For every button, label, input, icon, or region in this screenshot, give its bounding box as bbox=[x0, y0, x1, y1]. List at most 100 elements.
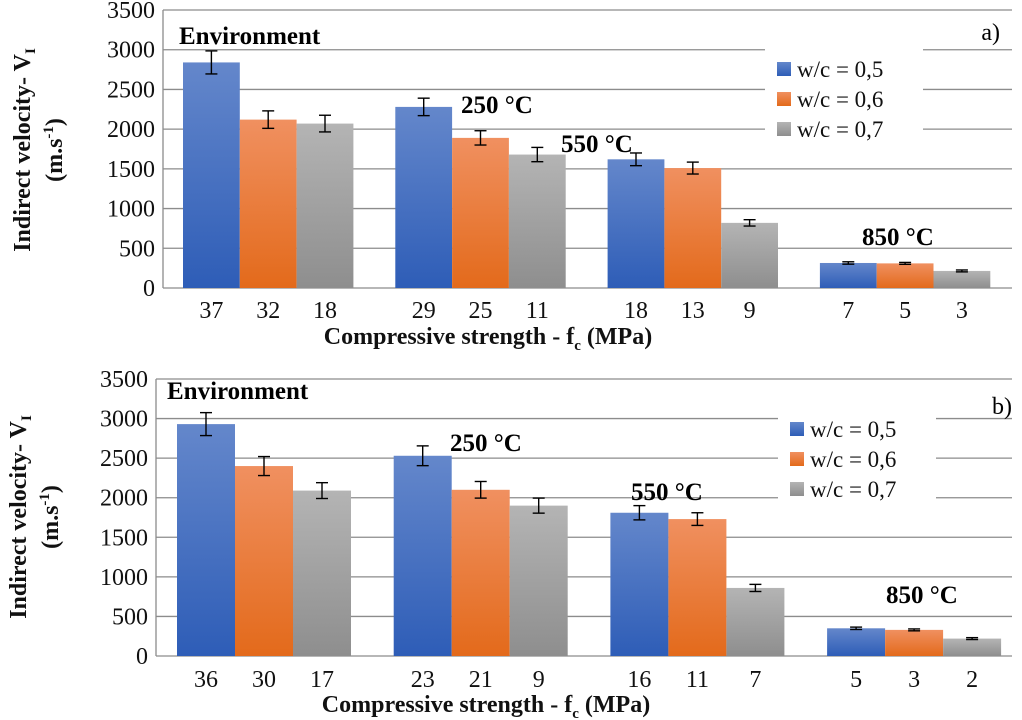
bar bbox=[876, 263, 934, 288]
bar bbox=[827, 628, 886, 656]
y-tick-label: 500 bbox=[112, 604, 148, 630]
legend-swatch bbox=[790, 452, 804, 466]
x-tick-label: 7 bbox=[842, 298, 854, 324]
bar bbox=[885, 629, 944, 656]
y-tick-label: 1000 bbox=[100, 565, 148, 591]
bar bbox=[668, 519, 727, 656]
legend-background bbox=[778, 408, 936, 500]
error-bar bbox=[200, 411, 212, 437]
x-tick-label: 23 bbox=[411, 667, 435, 693]
y-axis-unit-post: ) bbox=[42, 118, 68, 126]
group-labels: Environment 250 °C 550 °C 850 °C bbox=[167, 378, 958, 609]
x-tick-label: 18 bbox=[624, 298, 648, 324]
y-axis-title-subscript: I bbox=[23, 48, 39, 54]
error-bar bbox=[316, 481, 328, 500]
x-tick-label: 30 bbox=[252, 667, 276, 693]
error-bar bbox=[474, 480, 487, 499]
group-label: 850 °C bbox=[886, 582, 958, 609]
x-tick-label: 5 bbox=[899, 298, 911, 324]
y-tick-label: 2000 bbox=[100, 486, 148, 512]
y-axis-unit-pre: (m.s bbox=[38, 506, 64, 549]
bar bbox=[509, 505, 568, 656]
error-bar bbox=[262, 110, 275, 130]
x-axis-title-main: Compressive strength - f bbox=[324, 324, 575, 350]
x-tick-label: 18 bbox=[313, 298, 337, 324]
y-tick-label: 3500 bbox=[100, 367, 148, 393]
x-tick-label: 3 bbox=[956, 298, 968, 324]
bar bbox=[239, 119, 297, 289]
legend-label: w/c = 0,6 bbox=[810, 447, 896, 472]
error-bar bbox=[531, 146, 544, 163]
error-bar bbox=[474, 130, 487, 146]
x-tick-label: 32 bbox=[256, 298, 280, 324]
bar bbox=[933, 270, 991, 288]
bars bbox=[183, 62, 991, 289]
bar bbox=[293, 490, 351, 656]
bar bbox=[235, 466, 293, 656]
group-label: 250 °C bbox=[450, 430, 522, 457]
x-axis-title-main: Compressive strength - f bbox=[322, 692, 573, 718]
y-tick-label: 2500 bbox=[107, 77, 155, 103]
x-tick-label: 5 bbox=[850, 667, 862, 693]
error-bar bbox=[908, 628, 921, 632]
x-tick-label: 25 bbox=[469, 298, 493, 324]
x-tick-label: 16 bbox=[627, 667, 651, 693]
bar bbox=[721, 222, 778, 288]
y-axis-title: Indirect velocity- VI bbox=[6, 415, 35, 619]
y-tick-labels: 0 500 1000 1500 2000 2500 3000 3500 bbox=[100, 367, 148, 670]
legend-item: w/c = 0,5 bbox=[790, 417, 896, 442]
legend-item: w/c = 0,6 bbox=[777, 87, 883, 112]
x-tick-label: 3 bbox=[908, 667, 920, 693]
error-bar bbox=[532, 497, 545, 514]
x-axis-title-subscript: c bbox=[572, 706, 579, 720]
x-tick-label: 36 bbox=[194, 667, 218, 693]
y-tick-label: 1500 bbox=[107, 157, 155, 183]
y-axis-unit-sup: -1 bbox=[41, 126, 57, 139]
panel-label: a) bbox=[981, 20, 1000, 46]
legend-item: w/c = 0,7 bbox=[777, 117, 883, 142]
y-tick-label: 3000 bbox=[100, 407, 148, 433]
error-bar bbox=[743, 218, 756, 227]
error-bar bbox=[842, 261, 855, 265]
bar bbox=[819, 262, 877, 288]
error-bar bbox=[955, 269, 968, 273]
error-bar bbox=[749, 583, 762, 593]
legend: w/c = 0,5 w/c = 0,6 w/c = 0,7 bbox=[778, 408, 936, 502]
group-labels: Environment 250 °C 550 °C 850 °C bbox=[179, 23, 934, 251]
x-tick-label: 37 bbox=[199, 298, 223, 324]
group-label: 550 °C bbox=[631, 479, 703, 506]
y-axis-unit-post: ) bbox=[38, 485, 64, 493]
y-tick-label: 1000 bbox=[107, 197, 155, 223]
x-axis-title: Compressive strength - fc (MPa) bbox=[322, 692, 650, 720]
error-bar bbox=[899, 261, 912, 266]
y-tick-labels: 0 500 1000 1500 2000 2500 3000 3500 bbox=[107, 0, 155, 302]
x-axis-title-post: (MPa) bbox=[581, 324, 652, 350]
legend: w/c = 0,5 w/c = 0,6 w/c = 0,7 bbox=[765, 48, 923, 142]
error-bar bbox=[416, 445, 429, 467]
y-tick-label: 500 bbox=[119, 236, 155, 262]
bar bbox=[610, 512, 669, 656]
bar bbox=[177, 424, 235, 656]
error-bar bbox=[417, 97, 430, 117]
legend-background bbox=[765, 48, 923, 140]
y-axis-unit-sup: -1 bbox=[37, 493, 53, 506]
y-axis-unit-pre: (m.s bbox=[42, 139, 68, 182]
x-axis-title: Compressive strength - fc (MPa) bbox=[324, 324, 652, 354]
y-axis-title-main: Indirect velocity- V bbox=[6, 420, 32, 618]
panel-label: b) bbox=[992, 394, 1012, 420]
x-tick-labels: 37 32 18 29 25 11 18 13 9 7 5 3 bbox=[199, 298, 968, 324]
bar bbox=[607, 159, 665, 288]
legend-label: w/c = 0,7 bbox=[797, 117, 883, 142]
legend-swatch bbox=[790, 422, 804, 436]
x-axis-title-subscript: c bbox=[574, 338, 581, 354]
y-tick-label: 0 bbox=[136, 644, 148, 670]
legend-label: w/c = 0,6 bbox=[797, 87, 883, 112]
legend-item: w/c = 0,5 bbox=[777, 57, 883, 82]
bar bbox=[664, 168, 722, 288]
error-bar bbox=[205, 50, 218, 75]
y-axis-unit: (m.s-1) bbox=[41, 118, 68, 182]
x-tick-label: 11 bbox=[686, 667, 709, 693]
x-tick-label: 2 bbox=[966, 667, 978, 693]
